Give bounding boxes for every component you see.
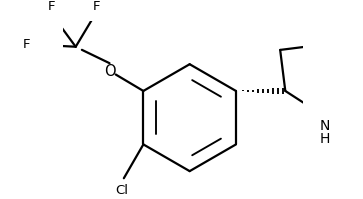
Text: N: N [320,119,330,133]
Text: F: F [47,0,55,13]
Text: Cl: Cl [115,184,128,197]
Text: H: H [320,132,330,146]
Text: F: F [23,38,30,51]
Text: O: O [104,64,115,79]
Text: F: F [93,0,100,13]
